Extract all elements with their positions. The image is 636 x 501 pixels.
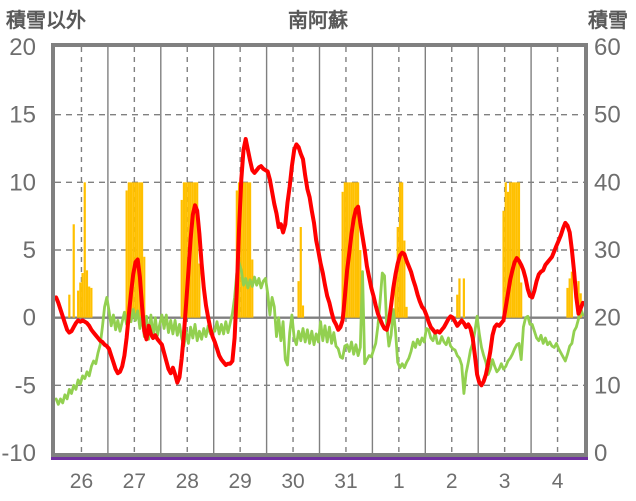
sunshine-bar [570,271,573,318]
temperature-line [54,137,585,388]
sunshine-bar [403,240,406,318]
left-axis-title: 積雪以外 [6,10,86,32]
sunshine-bar [513,182,516,318]
sunshine-bar [196,182,199,318]
sunshine-bar [506,191,510,318]
x-axis-tick: 26 [70,470,93,493]
left-axis-tick: 5 [23,237,36,264]
sunshine-bar [90,287,93,318]
chart-title: 南阿蘇 [288,10,348,32]
sunshine-bar [398,182,402,318]
sunshine-bar [193,182,197,318]
sunshine-bar [68,294,71,318]
sunshine-bar [458,278,461,318]
left-axis-tick: 15 [9,102,36,129]
sunshine-bar [191,182,194,318]
sunshine-bar [515,182,518,318]
sunshine-bar [246,182,249,318]
sunshine-bar [359,250,362,318]
right-axis-tick: 10 [594,372,621,399]
sunshine-bar [240,182,243,318]
sunshine-bar [343,182,346,318]
sunshine-bar [462,278,465,318]
x-axis-tick: 31 [334,470,357,493]
sunshine-bar [568,278,571,318]
sunshine-bar [134,182,137,318]
sunshine-bar [182,182,186,318]
sunshine-bar [301,305,305,318]
sunshine-bar [456,294,459,318]
sunshine-bar [517,182,521,318]
x-axis-tick: 27 [123,470,146,493]
right-axis-tick: 30 [594,237,621,264]
x-axis-tick: 3 [499,470,511,493]
sunshine-bar [138,182,141,318]
sunshine-bar [242,182,245,318]
sunshine-bar [136,182,139,318]
right-axis-tick: 60 [594,34,621,61]
sunshine-bar [394,273,397,318]
sunshine-bar [248,182,252,318]
x-axis-tick: 4 [552,470,564,493]
right-axis-tick: 20 [594,305,621,332]
left-axis-tick: -5 [15,372,36,399]
sunshine-bar [251,259,254,318]
sunshine-bar [198,263,201,318]
x-axis-tick: 28 [176,470,199,493]
sunshine-bar [502,210,505,318]
sunshine-bar [297,281,300,318]
sunshine-bar [345,182,349,318]
x-axis-tick: 2 [446,470,458,493]
sunshine-bar [77,290,80,318]
sunshine-bar [81,273,84,318]
left-axis-tick: 0 [23,305,36,332]
sunshine-bar [143,256,146,318]
sunshine-bar [520,282,523,318]
sunshine-bar [341,191,344,318]
sunshine-bar [352,182,355,318]
left-axis-tick: -10 [1,440,36,467]
sunshine-bar [244,182,247,318]
right-axis-tick: 40 [594,169,621,196]
sunshine-bar [566,287,569,318]
sunshine-bar [88,286,91,318]
x-axis-tick: 30 [281,470,304,493]
x-axis-tick: 29 [228,470,251,493]
sunshine-bar [509,182,512,318]
left-axis-tick: 20 [9,34,36,61]
left-axis-tick: 10 [9,169,36,196]
plot-border [51,43,588,457]
sunshine-bar [504,182,507,318]
x-axis-tick: 1 [393,470,405,493]
sunshine-bar [354,182,357,318]
sunshine-bar [511,182,514,318]
sunshine-bar [132,182,135,318]
sunshine-bar [180,199,183,318]
sunshine-bar [79,282,82,318]
sunshine-bar [185,182,188,318]
sunshine-bar [356,182,360,318]
right-axis-tick: 0 [594,440,607,467]
sunshine-bar [127,182,130,318]
sunshine-bar [405,306,408,318]
sunshine-bar [129,182,133,318]
right-axis-title: 積雪 [588,10,628,32]
sunshine-bar [83,182,86,318]
sunshine-bar [125,190,128,318]
right-axis-tick: 50 [594,102,621,129]
sunshine-bar [85,270,89,318]
sunshine-bar [299,226,302,318]
sunshine-bar [401,182,404,318]
sunshine-bar [72,224,75,318]
sunshine-bar [140,182,144,318]
